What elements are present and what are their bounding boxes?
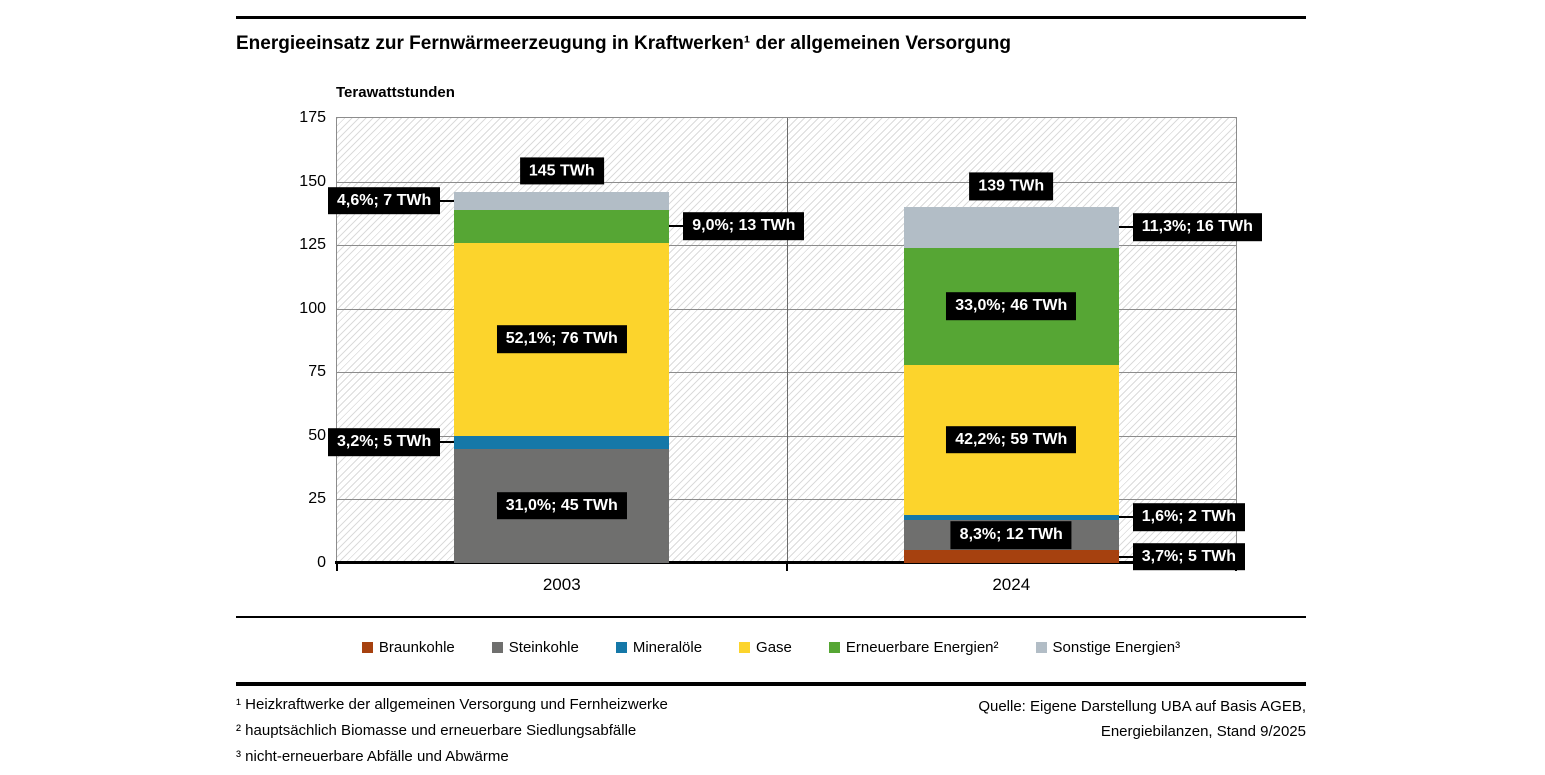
y-axis-tick-label: 50 [308,426,326,444]
segment-label-erneuerbare-energien-2024: 33,0%; 46 TWh [946,292,1077,320]
y-axis-unit-label: Terawattstunden [336,84,455,101]
legend-label: Sonstige Energien³ [1052,639,1181,656]
legend-label: Mineralöle [632,639,703,656]
y-axis-tick-label: 25 [308,490,326,508]
top-rule [236,16,1306,19]
source-line-1: Quelle: Eigene Darstellung UBA auf Basis… [978,698,1306,715]
segment-label-braunkohle-2024: 3,7%; 5 TWh [1132,542,1245,571]
source-line-2: Energiebilanzen, Stand 9/2025 [1100,723,1306,740]
bar-segment-erneuerbare-energien-2003 [454,209,670,243]
legend-swatch-steinkohle [491,642,503,653]
bar-segment-mineral-le-2024 [903,514,1119,520]
leader-line [440,199,455,202]
segment-label-mineral-le-2024: 1,6%; 2 TWh [1132,503,1245,532]
legend-label: Braunkohle [378,639,455,656]
legend-label: Gase [756,639,792,656]
legend-swatch-erneuerbare-energien [828,642,840,653]
legend-item-steinkohle: Steinkohle [491,639,579,656]
legend-item-gase: Gase [739,639,792,656]
legend-swatch-sonstige-energien [1035,642,1047,653]
bar-total-label-2003: 145 TWh [519,157,604,185]
chart-title: Energieeinsatz zur Fernwärmeerzeugung in… [236,33,1011,54]
legend-label: Steinkohle [508,639,579,656]
y-axis-tick-label: 75 [308,363,326,381]
legend-item-erneuerbare-energien: Erneuerbare Energien² [828,639,999,656]
footnote-3: ³ nicht-erneuerbare Abfälle und Abwärme [236,748,509,765]
source-note: Quelle: Eigene Darstellung UBA auf Basis… [978,694,1306,744]
footnotes: ¹ Heizkraftwerke der allgemeinen Versorg… [236,692,668,770]
y-axis-tick-label: 0 [317,554,326,571]
legend-item-sonstige-energien: Sonstige Energien³ [1035,639,1181,656]
segment-label-gase-2003: 52,1%; 76 TWh [496,325,627,354]
footnote-2: ² hauptsächlich Biomasse und erneuerbare… [236,722,637,739]
x-axis-category-label-2003: 2003 [542,575,581,594]
bar-segment-sonstige-energien-2003 [454,191,670,210]
legend-swatch-gase [739,642,751,653]
y-axis-tick-label: 125 [299,236,326,254]
segment-label-sonstige-energien-2003: 4,6%; 7 TWh [328,186,441,215]
legend-swatch-mineral-le [615,642,627,653]
category-divider-line [786,118,788,563]
legend: Braunkohle Steinkohle Mineralöle Gase Erneue… [236,639,1306,656]
x-axis-tick [336,564,338,571]
leader-line [440,441,455,444]
footnote-1: ¹ Heizkraftwerke der allgemeinen Versorg… [236,696,668,713]
bar-segment-mineral-le-2003 [454,435,670,449]
y-axis-tick-label: 100 [299,299,326,317]
leader-line [1118,226,1133,229]
bar-segment-sonstige-energien-2024 [903,207,1119,248]
y-axis-tick-label: 175 [299,109,326,126]
legend-divider-bottom [236,682,1306,686]
leader-line [1118,555,1133,558]
leader-line [669,225,684,228]
y-axis-tick-label: 150 [299,172,326,190]
segment-label-mineral-le-2003: 3,2%; 5 TWh [328,428,441,456]
segment-label-steinkohle-2003: 31,0%; 45 TWh [496,491,627,520]
plot-area: 0 25 50 75 100 125 150 175 31,0%; 45 TWh 3,2%; 5 … [299,109,1262,594]
bar-segment-braunkohle-2024 [903,550,1119,563]
x-axis-category-label-2024: 2024 [992,575,1031,594]
legend-label: Erneuerbare Energien² [845,639,999,656]
segment-label-gase-2024: 42,2%; 59 TWh [946,425,1077,454]
legend-divider-top [236,616,1306,618]
bar-total-label-2024: 139 TWh [969,172,1054,200]
legend-item-braunkohle: Braunkohle [361,639,455,656]
segment-label-sonstige-energien-2024: 11,3%; 16 TWh [1132,213,1262,242]
x-axis-line [335,561,1238,564]
segment-label-erneuerbare-energien-2003: 9,0%; 13 TWh [683,212,805,240]
x-axis-tick [785,564,788,571]
legend-item-mineral-le: Mineralöle [615,639,703,656]
segment-label-steinkohle-2024: 8,3%; 12 TWh [950,521,1072,549]
leader-line [1118,516,1133,519]
legend-swatch-braunkohle [361,642,373,653]
